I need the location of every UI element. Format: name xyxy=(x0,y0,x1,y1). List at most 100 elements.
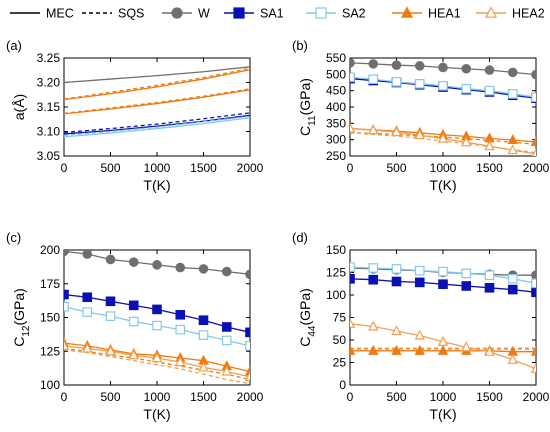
data-point xyxy=(531,69,536,80)
legend-label: SQS xyxy=(118,7,144,21)
series-line xyxy=(64,112,250,134)
data-point xyxy=(507,353,518,364)
data-point xyxy=(82,292,93,303)
data-point xyxy=(391,264,402,274)
x-tick-label: 0 xyxy=(61,390,68,404)
y-tick-label: 200 xyxy=(40,243,60,257)
data-point xyxy=(350,344,356,355)
data-point xyxy=(128,316,139,327)
data-point xyxy=(221,266,232,277)
plot-frame xyxy=(63,57,251,157)
series-line xyxy=(64,115,250,137)
y-tick-label: 3.15 xyxy=(37,100,61,114)
data-point xyxy=(198,315,209,325)
data-point xyxy=(128,349,139,360)
data-point xyxy=(350,58,355,68)
y-tick-label: 300 xyxy=(326,133,346,147)
data-point xyxy=(198,330,209,340)
chart-panel-d: 0 500 1000 1500 20000255075100125150T(K)C44(… xyxy=(292,230,550,422)
data-point xyxy=(82,250,93,259)
legend-item-hea2: HEA2 xyxy=(476,6,545,21)
x-tick-label: 0 xyxy=(347,390,354,404)
data-point xyxy=(414,61,425,71)
legend-label: SA1 xyxy=(260,7,284,21)
y-axis-label: C44(GPa) xyxy=(297,288,318,347)
data-point xyxy=(368,124,379,135)
x-tick-label: 500 xyxy=(100,390,120,404)
data-point xyxy=(245,327,250,338)
plot-area xyxy=(350,58,536,156)
data-point xyxy=(437,132,449,143)
data-point xyxy=(175,356,186,367)
data-point xyxy=(461,281,472,291)
data-point xyxy=(461,136,472,147)
series-hea2-mec xyxy=(64,69,250,101)
data-point xyxy=(484,283,495,293)
y-axis-label-sub: 12 xyxy=(21,325,32,337)
data-point xyxy=(438,279,448,289)
series-w xyxy=(64,250,250,280)
y-tick-label: 3.20 xyxy=(37,76,61,90)
data-point xyxy=(128,257,139,267)
y-axis-label-unit: (GPa) xyxy=(297,78,313,115)
y-tick-label: 100 xyxy=(40,378,60,392)
legend-marker xyxy=(401,6,413,18)
x-tick-label: 2000 xyxy=(237,390,264,404)
data-point xyxy=(531,148,536,156)
plot-area xyxy=(350,262,536,373)
series-line xyxy=(64,89,250,115)
data-point xyxy=(507,274,518,284)
data-point xyxy=(530,362,536,373)
sqs-line-hea2 xyxy=(64,349,250,385)
data-point xyxy=(221,335,232,346)
y-axis-label: C12(GPa) xyxy=(11,288,32,347)
data-point xyxy=(414,129,425,140)
data-point xyxy=(414,277,425,288)
data-point xyxy=(484,270,495,280)
series-w xyxy=(350,58,536,80)
y-axis-label-main: C xyxy=(11,337,27,347)
data-point xyxy=(507,284,518,295)
y-tick-label: 350 xyxy=(326,116,346,130)
data-point xyxy=(414,79,425,89)
x-tick-label: 1000 xyxy=(430,390,457,404)
x-tick-label: 1500 xyxy=(190,161,217,175)
data-point xyxy=(484,345,495,356)
chart-panel-a: 0 500 1000 1500 2000 3.05 3.10 3.15 3.20 3.25 T(K)… xyxy=(6,38,264,193)
data-point xyxy=(530,345,536,356)
y-axis-label-main: C xyxy=(297,126,313,136)
data-point xyxy=(64,289,69,300)
y-axis-label-unit: (GPa) xyxy=(297,288,313,325)
legend-item-hea1: HEA1 xyxy=(392,6,461,21)
data-point xyxy=(414,344,425,355)
data-point xyxy=(350,122,356,133)
panel-label: (d) xyxy=(292,230,308,245)
data-point xyxy=(368,263,379,273)
data-point xyxy=(221,322,232,332)
data-point xyxy=(198,264,209,274)
data-point xyxy=(64,301,69,312)
series-line xyxy=(64,67,250,100)
series-sa2 xyxy=(350,262,536,289)
y-axis-label-sub: 44 xyxy=(307,325,318,337)
data-point xyxy=(350,274,355,284)
data-point xyxy=(128,300,139,311)
y-tick-label: 3.10 xyxy=(37,125,61,139)
x-tick-label: 1000 xyxy=(430,161,457,175)
x-tick-label: 2000 xyxy=(523,161,550,175)
data-point xyxy=(391,126,402,137)
y-tick-label: 400 xyxy=(326,100,346,114)
series-w-mec xyxy=(64,66,250,84)
data-point xyxy=(461,83,472,94)
panel-label: (a) xyxy=(6,38,22,53)
series-hea2 xyxy=(64,339,250,381)
data-point xyxy=(437,335,449,346)
y-tick-label: 50 xyxy=(333,333,347,347)
x-tick-label: 0 xyxy=(347,161,354,175)
y-tick-label: 250 xyxy=(326,149,346,163)
legend-label: HEA2 xyxy=(512,7,545,21)
data-point xyxy=(531,287,536,298)
data-point xyxy=(507,89,518,99)
data-point xyxy=(105,296,116,307)
legend-item-sa1: SA1 xyxy=(224,7,284,21)
